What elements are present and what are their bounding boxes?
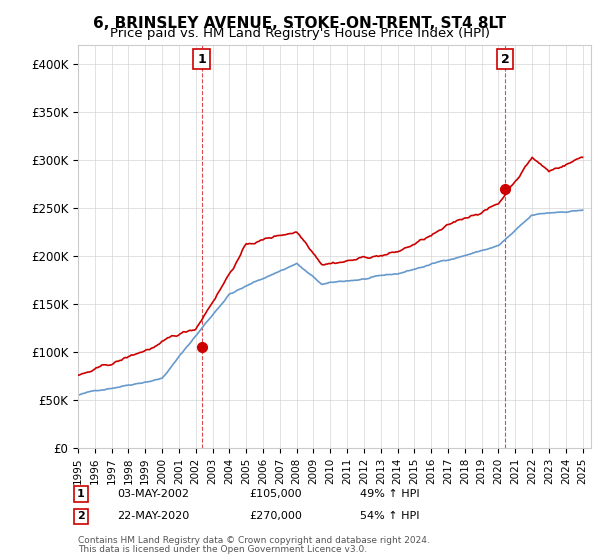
Text: Price paid vs. HM Land Registry's House Price Index (HPI): Price paid vs. HM Land Registry's House … bbox=[110, 27, 490, 40]
Text: 1: 1 bbox=[197, 53, 206, 66]
Text: 54% ↑ HPI: 54% ↑ HPI bbox=[360, 511, 419, 521]
Text: 22-MAY-2020: 22-MAY-2020 bbox=[117, 511, 189, 521]
Text: This data is licensed under the Open Government Licence v3.0.: This data is licensed under the Open Gov… bbox=[78, 545, 367, 554]
Text: £105,000: £105,000 bbox=[249, 489, 302, 499]
Text: 2: 2 bbox=[500, 53, 509, 66]
Text: 1: 1 bbox=[77, 489, 85, 499]
Text: 49% ↑ HPI: 49% ↑ HPI bbox=[360, 489, 419, 499]
Text: 2: 2 bbox=[77, 511, 85, 521]
Text: 03-MAY-2002: 03-MAY-2002 bbox=[117, 489, 189, 499]
Text: £270,000: £270,000 bbox=[249, 511, 302, 521]
Text: 6, BRINSLEY AVENUE, STOKE-ON-TRENT, ST4 8LT: 6, BRINSLEY AVENUE, STOKE-ON-TRENT, ST4 … bbox=[94, 16, 506, 31]
Text: Contains HM Land Registry data © Crown copyright and database right 2024.: Contains HM Land Registry data © Crown c… bbox=[78, 536, 430, 545]
